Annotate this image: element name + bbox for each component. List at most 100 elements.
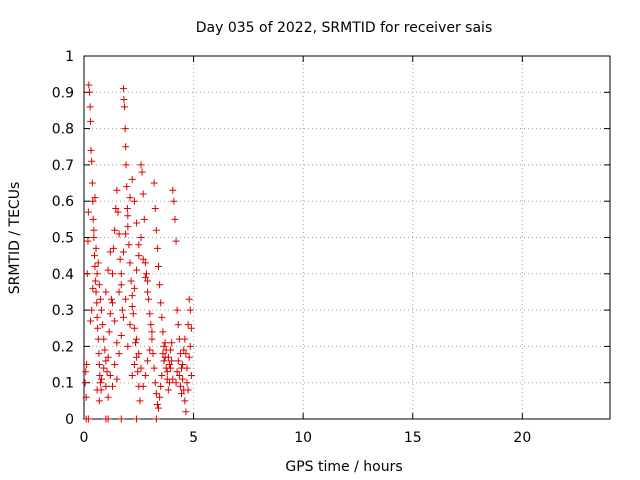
- data-point: [92, 288, 100, 296]
- data-point: [165, 361, 173, 369]
- data-point: [94, 259, 102, 267]
- data-point: [117, 332, 125, 340]
- data-point: [84, 237, 92, 245]
- data-point: [142, 270, 150, 278]
- data-point: [122, 143, 130, 151]
- data-point: [108, 299, 116, 307]
- data-point: [122, 295, 130, 303]
- data-point: [91, 263, 99, 271]
- data-point: [115, 230, 123, 238]
- data-point: [93, 313, 101, 321]
- data-point: [94, 324, 102, 332]
- data-point: [83, 361, 91, 369]
- x-tick-label: 20: [513, 430, 531, 446]
- data-point: [91, 277, 99, 285]
- data-point: [186, 342, 194, 350]
- data-point: [130, 197, 138, 205]
- data-point: [172, 237, 180, 245]
- data-point: [146, 346, 154, 354]
- data-point: [182, 350, 190, 358]
- data-point: [100, 364, 108, 372]
- data-point: [104, 266, 112, 274]
- data-point: [167, 364, 175, 372]
- data-point: [183, 379, 191, 387]
- data-point: [106, 310, 114, 318]
- data-point: [110, 244, 118, 252]
- data-point: [148, 328, 156, 336]
- data-point: [95, 350, 103, 358]
- data-point: [124, 212, 132, 220]
- data-point: [184, 321, 192, 329]
- data-point: [173, 368, 181, 376]
- y-tick-label: 0.4: [52, 267, 74, 283]
- y-tick-label: 0.5: [52, 231, 74, 247]
- plot-frame: [83, 55, 611, 420]
- data-point: [111, 361, 119, 369]
- data-point: [87, 146, 95, 154]
- data-point: [104, 353, 112, 361]
- data-point: [141, 273, 149, 281]
- data-point: [187, 371, 195, 379]
- data-point: [95, 397, 103, 405]
- data-point: [121, 103, 129, 111]
- data-point: [84, 208, 92, 216]
- data-point: [95, 361, 103, 369]
- data-point: [149, 350, 157, 358]
- data-point: [152, 415, 160, 423]
- data-point: [104, 415, 112, 423]
- data-point: [133, 353, 141, 361]
- data-point: [130, 284, 138, 292]
- data-point: [181, 335, 189, 343]
- data-point: [84, 415, 92, 423]
- data-point: [137, 364, 145, 372]
- data-point: [185, 353, 193, 361]
- data-point: [181, 397, 189, 405]
- data-point: [88, 179, 96, 187]
- data-point: [137, 234, 145, 241]
- data-point: [153, 244, 161, 252]
- data-point: [170, 197, 178, 205]
- data-point: [128, 302, 136, 310]
- y-tick-label: 0.7: [52, 158, 74, 174]
- data-point: [122, 161, 130, 169]
- data-point: [150, 364, 158, 372]
- data-point: [179, 375, 187, 383]
- data-point: [101, 346, 109, 354]
- data-point: [85, 88, 93, 96]
- data-point: [82, 368, 90, 376]
- data-point: [169, 186, 177, 194]
- data-point: [120, 96, 128, 104]
- y-axis-label: SRMTID / TECUs: [7, 182, 23, 295]
- data-point: [87, 317, 95, 325]
- data-point: [123, 204, 131, 212]
- data-point: [102, 357, 110, 365]
- data-point: [129, 310, 137, 318]
- data-point: [119, 248, 127, 256]
- data-point: [160, 357, 168, 365]
- data-point: [90, 226, 98, 234]
- y-tick-label: 0.9: [52, 85, 74, 101]
- data-point: [159, 328, 167, 336]
- data-point: [86, 103, 94, 111]
- data-point: [117, 270, 125, 278]
- data-point: [111, 226, 119, 234]
- data-point: [157, 299, 165, 307]
- data-point: [123, 183, 131, 191]
- data-point: [91, 252, 99, 260]
- y-tick-label: 0: [65, 412, 74, 428]
- data-point: [139, 190, 147, 198]
- data-point: [113, 375, 121, 383]
- data-point: [168, 339, 176, 347]
- data-point: [128, 371, 136, 379]
- data-point: [183, 364, 191, 372]
- data-point: [96, 295, 104, 303]
- data-point: [112, 204, 120, 212]
- data-point: [133, 266, 141, 274]
- data-point: [95, 281, 103, 289]
- data-point: [135, 252, 143, 260]
- data-point: [88, 306, 96, 314]
- data-point: [146, 310, 154, 318]
- data-point: [144, 277, 152, 285]
- data-point: [126, 259, 134, 267]
- data-point: [145, 295, 153, 303]
